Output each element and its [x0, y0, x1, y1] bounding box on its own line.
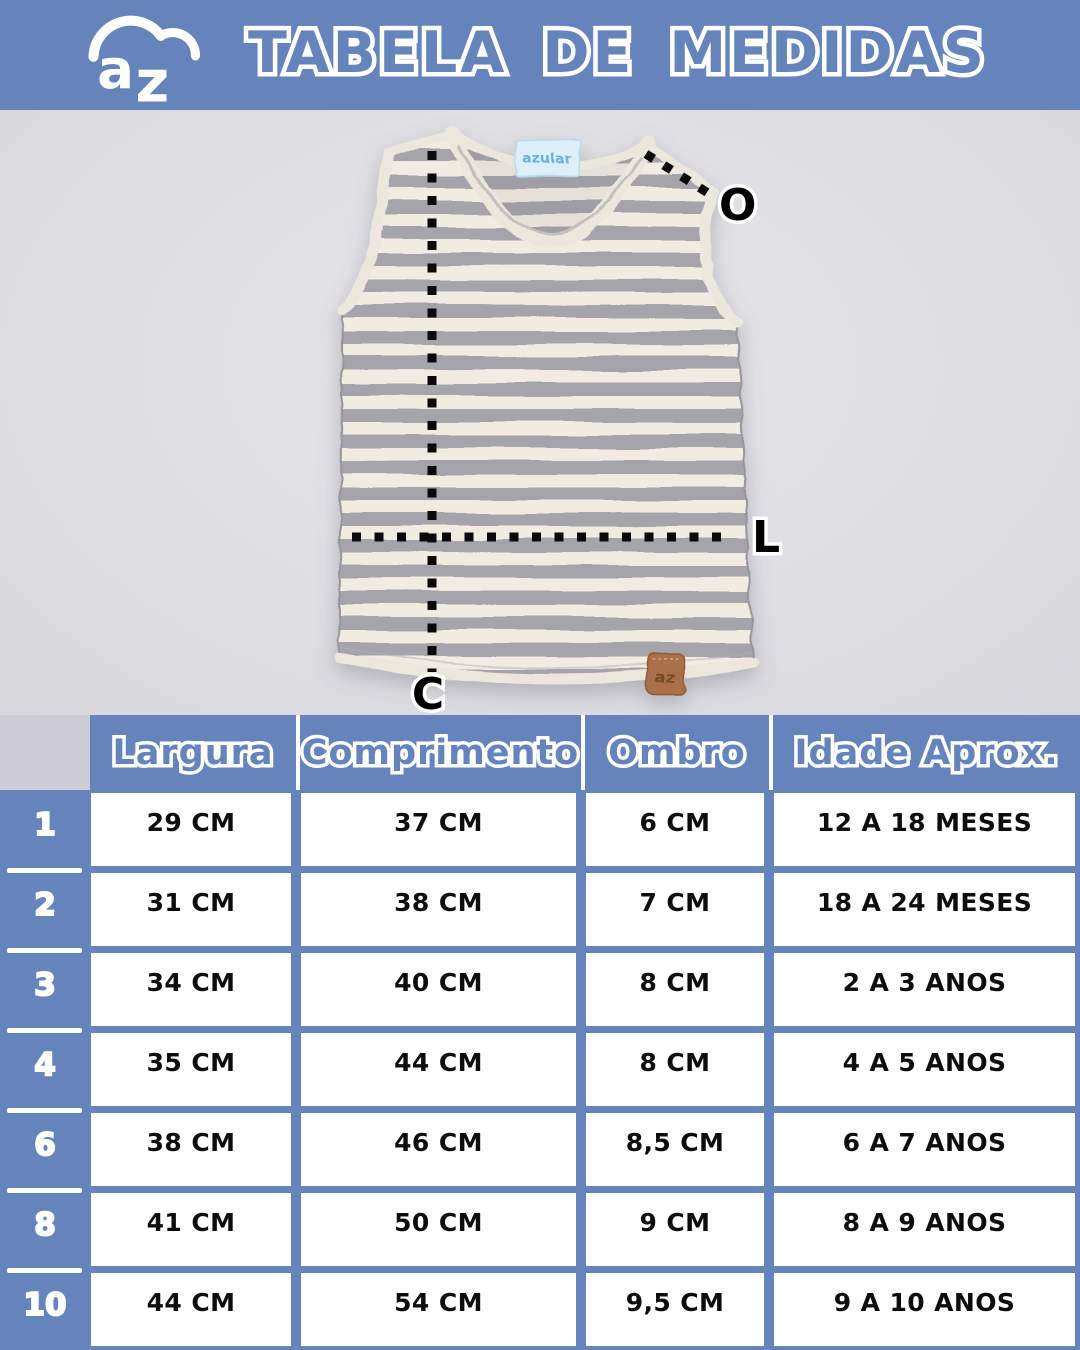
table-cell: 40 CM	[301, 953, 576, 1026]
size-cell: 4	[0, 1030, 90, 1113]
table-cell: 46 CM	[301, 1113, 576, 1186]
header: a z TABELA DE MEDIDAS	[0, 0, 1080, 110]
left-armhole-trim	[337, 149, 394, 316]
table-cell: 37 CM	[301, 793, 576, 866]
table-cell: 6 CM	[586, 793, 764, 866]
shoulder-measure-line	[643, 150, 719, 202]
length-label: C	[412, 669, 444, 715]
table-corner-cell	[0, 715, 90, 790]
brand-logo-icon: a z	[88, 15, 200, 106]
table-cell: 9,5 CM	[586, 1273, 764, 1346]
table-cell: 8 A 9 ANOS	[774, 1193, 1075, 1266]
width-label: L	[752, 512, 780, 563]
column-header-comprimento: Comprimento	[296, 715, 582, 790]
page-title: TABELA DE MEDIDAS	[244, 16, 989, 91]
table-cell: 7 CM	[586, 873, 764, 946]
size-cell: 10	[22, 1286, 67, 1324]
column-header-idade: Idade Aprox.	[769, 715, 1080, 790]
collar-label	[515, 139, 581, 177]
table-cell: 2 A 3 ANOS	[774, 953, 1075, 1026]
logo-cloud-arc-left	[88, 15, 166, 62]
tank-top-shirt: azular az	[333, 125, 759, 695]
size-table: Largura Comprimento Ombro Idade Aprox. 1…	[0, 715, 1080, 1350]
size-cell: 1	[0, 790, 90, 873]
logo-cloud-arc-right	[156, 28, 200, 61]
table-cell: 38 CM	[91, 1113, 291, 1186]
size-cell: 6	[0, 1110, 90, 1193]
table-cell: 8,5 CM	[586, 1113, 764, 1186]
shoulder-label: O	[719, 180, 756, 231]
left-shoulder-trim	[381, 129, 459, 159]
table-cell: 54 CM	[301, 1273, 576, 1346]
logo-letter-a: a	[97, 37, 134, 101]
size-cell: 2	[0, 870, 90, 953]
column-header-ombro: Ombro	[581, 715, 769, 790]
table-cell: 44 CM	[301, 1033, 576, 1106]
collar-band	[444, 125, 656, 248]
right-armhole-trim	[698, 186, 743, 328]
column-header-largura: Largura	[109, 729, 276, 776]
table-cell: 35 CM	[91, 1033, 291, 1106]
table-cell: 9 CM	[586, 1193, 764, 1266]
leather-tag: az	[646, 652, 686, 695]
table-cell: 9 A 10 ANOS	[774, 1273, 1075, 1346]
tank-top-illustration: azular az O L C	[333, 125, 784, 715]
collar-label-text: azular	[524, 151, 573, 167]
table-cell: 29 CM	[91, 793, 291, 866]
size-cell: 8	[0, 1190, 90, 1273]
table-cell: 12 A 18 MESES	[774, 793, 1075, 866]
tag-monogram-text: az	[655, 668, 676, 688]
table-cell: 38 CM	[301, 873, 576, 946]
table-cell: 6 A 7 ANOS	[774, 1113, 1075, 1186]
hem-seam	[340, 646, 752, 670]
table-cell: 8 CM	[586, 1033, 764, 1106]
hem-trim	[333, 652, 759, 685]
table-cell: 50 CM	[301, 1193, 576, 1266]
table-cell: 18 A 24 MESES	[774, 873, 1075, 946]
table-cell: 31 CM	[91, 873, 291, 946]
table-cell: 8 CM	[586, 953, 764, 1026]
logo-letter-z: z	[135, 47, 169, 106]
size-cell: 3	[0, 950, 90, 1033]
table-cell: 4 A 5 ANOS	[774, 1033, 1075, 1106]
collar-inner-edge	[457, 145, 643, 235]
table-cell: 44 CM	[91, 1273, 291, 1346]
table-cell: 41 CM	[91, 1193, 291, 1266]
table-cell: 34 CM	[91, 953, 291, 1026]
right-shoulder-trim	[641, 139, 718, 196]
product-photo: azular az O L C	[0, 110, 1080, 715]
